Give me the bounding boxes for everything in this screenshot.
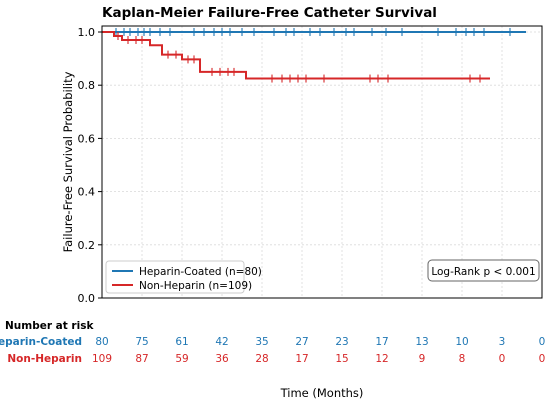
y-axis-ticks: 0.0 0.2 0.4 0.6 0.8 1.0 <box>78 26 102 305</box>
risk-value: 80 <box>95 336 108 348</box>
risk-value: 42 <box>215 336 228 348</box>
y-tick-label: 1.0 <box>78 26 96 39</box>
risk-value: 13 <box>415 336 428 348</box>
risk-value: 9 <box>419 353 426 365</box>
risk-value: 15 <box>335 353 348 365</box>
risk-value: 17 <box>295 353 308 365</box>
legend-label-non-heparin: Non-Heparin (n=109) <box>139 280 252 292</box>
y-tick-label: 0.8 <box>78 79 96 92</box>
risk-value: 0 <box>539 353 546 365</box>
risk-value: 28 <box>255 353 268 365</box>
risk-value: 109 <box>92 353 112 365</box>
y-tick-label: 0.6 <box>78 132 96 145</box>
risk-value: 75 <box>135 336 148 348</box>
risk-value: 8 <box>459 353 466 365</box>
plot-frame <box>101 25 543 299</box>
risk-value: 17 <box>375 336 388 348</box>
series-line-1 <box>102 31 490 80</box>
risk-value: 87 <box>135 353 148 365</box>
risk-value: 27 <box>295 336 308 348</box>
legend-label-heparin: Heparin-Coated (n=80) <box>139 266 262 278</box>
risk-value: 61 <box>175 336 188 348</box>
risk-value: 12 <box>375 353 388 365</box>
risk-value: 35 <box>255 336 268 348</box>
y-tick-label: 0.2 <box>78 239 96 252</box>
risk-value: 3 <box>499 336 506 348</box>
risk-value: 10 <box>455 336 468 348</box>
legend-box <box>105 260 245 294</box>
risk-value: 23 <box>335 336 348 348</box>
y-axis-label: Failure-Free Survival Probability <box>61 71 75 252</box>
annotation-box <box>427 259 540 282</box>
risk-value: 36 <box>215 353 229 365</box>
logrank-annotation: Log-Rank p < 0.001 <box>427 259 540 282</box>
risk-table: Heparin-Coated8075614235272317131030Non-… <box>0 336 545 365</box>
risk-row-label: Non-Heparin <box>7 353 82 365</box>
annotation-text: Log-Rank p < 0.001 <box>431 266 535 278</box>
grid <box>102 26 542 299</box>
plot-series <box>102 28 526 83</box>
risk-table-heading: Number at risk <box>5 320 94 332</box>
y-tick-label: 0.4 <box>78 186 96 199</box>
risk-row-label: Heparin-Coated <box>0 336 82 348</box>
risk-value: 0 <box>499 353 506 365</box>
risk-value: 0 <box>539 336 546 348</box>
risk-value: 59 <box>175 353 188 365</box>
chart-title: Kaplan-Meier Failure-Free Catheter Survi… <box>102 5 437 21</box>
legend: Heparin-Coated (n=80) Non-Heparin (n=109… <box>105 260 262 294</box>
x-axis-label: Time (Months) <box>280 386 364 400</box>
y-tick-label: 0.0 <box>78 292 96 305</box>
